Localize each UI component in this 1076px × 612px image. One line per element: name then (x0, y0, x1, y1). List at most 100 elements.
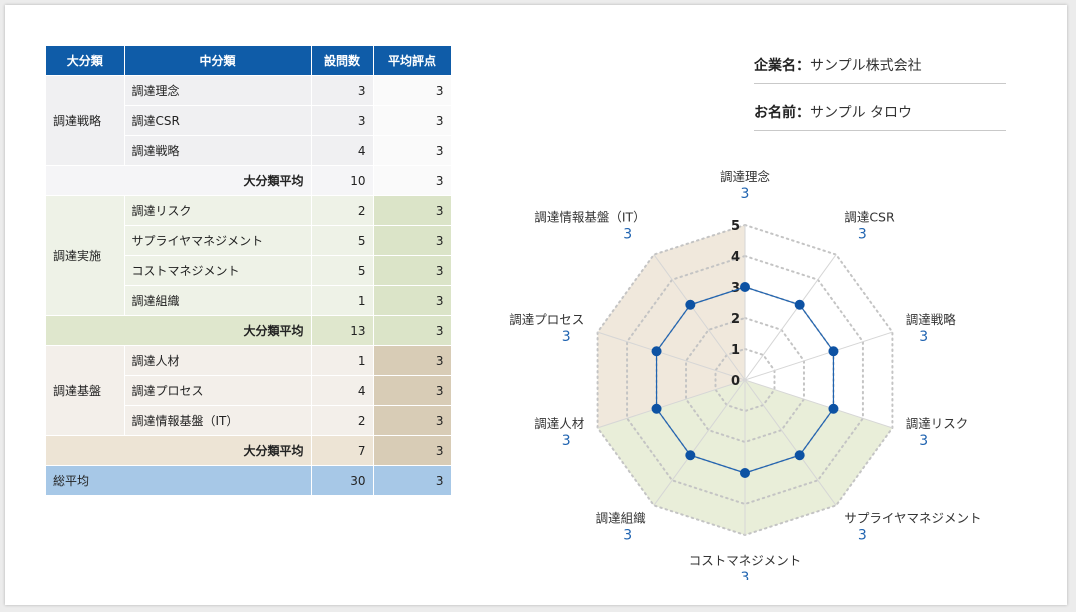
radar-value-label: 3 (562, 329, 571, 345)
radar-spoke (597, 379, 746, 429)
header-average-score: 平均評点 (373, 46, 452, 76)
question-count-cell: 3 (311, 105, 374, 136)
major-category-cell: 調達実施 (46, 195, 125, 316)
sub-category-cell: 調達理念 (124, 75, 312, 106)
question-count-cell: 1 (311, 285, 374, 316)
person-name-row: お名前： サンプル タロウ (754, 93, 1006, 131)
question-count-cell: 3 (311, 75, 374, 106)
category-average-label: 大分類平均 (46, 435, 312, 466)
question-count-cell: 2 (311, 195, 374, 226)
category-average-label: 大分類平均 (46, 315, 312, 346)
radar-axis-label: 調達プロセス (509, 312, 584, 327)
radar-value-label: 3 (919, 329, 928, 345)
company-name-row: 企業名： サンプル株式会社 (754, 46, 1006, 84)
company-info: 企業名： サンプル株式会社 お名前： サンプル タロウ (754, 46, 1006, 140)
radar-axis-label: 調達組織 (596, 511, 647, 526)
table-row: 調達戦略 調達理念 3 3 (46, 75, 452, 166)
category-average-row: 大分類平均 13 3 (46, 315, 452, 346)
radar-data-point (828, 403, 839, 414)
sub-category-cell: 調達戦略 (124, 135, 312, 166)
radar-axis-label: サプライヤマネジメント (844, 511, 981, 526)
major-category-cell: 調達基盤 (46, 345, 125, 436)
radar-data-point (651, 403, 662, 414)
average-score-cell: 3 (373, 135, 452, 166)
category-average-count: 10 (311, 165, 374, 196)
radar-spoke (597, 331, 746, 381)
average-score-cell: 3 (373, 255, 452, 286)
table-row: 調達戦略 4 3 (46, 135, 452, 166)
person-value: サンプル タロウ (810, 104, 913, 121)
category-average-score: 3 (373, 435, 452, 466)
radar-scale-tick: 3 (731, 281, 740, 296)
category-average-row: 大分類平均 7 3 (46, 435, 452, 466)
total-average-row: 総平均 30 3 (46, 465, 452, 495)
radar-region (597, 225, 745, 428)
header-question-count: 設問数 (311, 46, 374, 76)
table-row: 調達プロセス 4 3 (46, 375, 452, 406)
question-count-cell: 5 (311, 255, 374, 286)
average-score-cell: 3 (373, 285, 452, 316)
radar-spoke (653, 254, 746, 381)
question-count-cell: 5 (311, 225, 374, 256)
average-score-cell: 3 (373, 345, 452, 376)
category-average-count: 7 (311, 435, 374, 466)
radar-axis-label: コストマネジメント (689, 553, 802, 568)
radar-axis-label: 調達CSR (844, 209, 895, 224)
radar-value-label: 3 (858, 226, 867, 242)
radar-grid-ring (626, 254, 864, 506)
category-average-score: 3 (373, 315, 452, 346)
radar-spoke (744, 379, 893, 429)
radar-value-label: 3 (919, 433, 928, 449)
radar-value-label: 3 (858, 528, 867, 544)
table-row: サプライヤマネジメント 5 3 (46, 225, 452, 256)
average-score-cell: 3 (373, 105, 452, 136)
radar-spoke (744, 379, 837, 506)
person-label: お名前： (754, 104, 810, 121)
radar-data-point (685, 299, 696, 310)
sub-category-cell: 調達リスク (124, 195, 312, 226)
radar-value-label: 3 (623, 226, 632, 242)
table-header-row: 大分類 中分類 設問数 平均評点 (46, 46, 452, 76)
report-card: 大分類 中分類 設問数 平均評点 調達戦略 調達理念 3 3 調達CSR 3 3 調達戦略 4 3… (5, 5, 1067, 605)
average-score-cell: 3 (373, 225, 452, 256)
header-major-category: 大分類 (46, 46, 125, 76)
question-count-cell: 4 (311, 135, 374, 166)
radar-axis-label: 調達情報基盤（IT） (534, 209, 645, 224)
sub-category-cell: サプライヤマネジメント (124, 225, 312, 256)
average-score-cell: 3 (373, 375, 452, 406)
total-average-score: 3 (373, 465, 452, 495)
radar-axis-label: 調達リスク (906, 416, 969, 431)
radar-axis-label: 調達人材 (534, 416, 584, 431)
sub-category-cell: コストマネジメント (124, 255, 312, 286)
radar-scale-tick: 5 (731, 219, 740, 234)
major-category-cell: 調達戦略 (46, 75, 125, 166)
radar-axis-label: 調達理念 (720, 169, 771, 184)
radar-value-label: 3 (623, 528, 632, 544)
radar-data-point (794, 299, 805, 310)
question-count-cell: 2 (311, 405, 374, 436)
sub-category-cell: 調達CSR (124, 105, 312, 136)
sub-category-cell: 調達プロセス (124, 375, 312, 406)
radar-scale-tick: 0 (731, 374, 740, 389)
table-row: 調達実施 調達リスク 2 3 (46, 195, 452, 316)
category-average-label: 大分類平均 (46, 165, 312, 196)
table-row: 調達組織 1 3 (46, 285, 452, 316)
sub-category-cell: 調達組織 (124, 285, 312, 316)
radar-data-point (685, 450, 696, 461)
radar-chart: 0 1 2 3 4 5 調達理念 3 調達CSR 3 調達戦略 3 調達リスク 3 サプライヤマネジメント 3… (509, 169, 981, 580)
score-table: 大分類 中分類 設問数 平均評点 調達戦略 調達理念 3 3 調達CSR 3 3 調達戦略 4 3… (46, 46, 452, 495)
company-value: サンプル株式会社 (810, 57, 922, 74)
total-average-count: 30 (311, 465, 374, 495)
radar-value-label: 3 (562, 433, 571, 449)
radar-scale-tick: 2 (731, 312, 740, 327)
header-sub-category: 中分類 (124, 46, 312, 76)
radar-data-point (828, 346, 839, 357)
sub-category-cell: 調達情報基盤（IT） (124, 405, 312, 436)
radar-value-label: 3 (741, 570, 750, 580)
radar-value-label: 3 (741, 186, 750, 202)
sub-category-cell: 調達人材 (124, 345, 312, 376)
total-average-label: 総平均 (46, 465, 312, 495)
table-body: 調達戦略 調達理念 3 3 調達CSR 3 3 調達戦略 4 3 大分類平均 10 3 調達実施 調達リスク… (46, 75, 452, 495)
average-score-cell: 3 (373, 195, 452, 226)
radar-data-point (740, 282, 750, 292)
